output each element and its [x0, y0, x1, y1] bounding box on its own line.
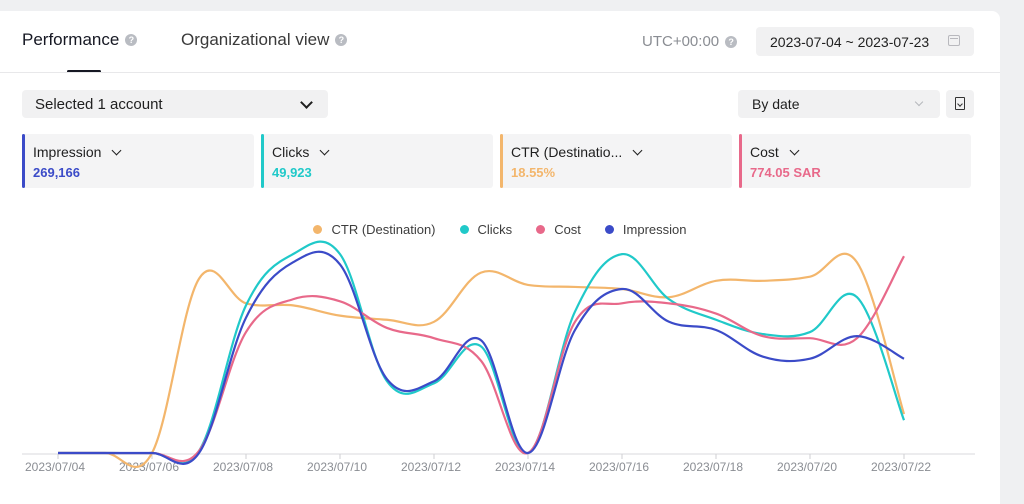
metric-card-ctr[interactable]: CTR (Destinatio... 18.55%	[500, 134, 732, 188]
series-line-clicks	[58, 240, 906, 465]
legend-dot	[536, 225, 546, 234]
download-icon	[955, 97, 965, 110]
metric-card-impression[interactable]: Impression 269,166	[22, 134, 254, 188]
chevron-down-icon[interactable]	[789, 145, 800, 155]
account-select-text: Selected 1 account	[35, 95, 163, 113]
metric-color-bar	[739, 134, 742, 188]
x-tick-label: 2023/07/14	[495, 460, 555, 474]
metric-value: 49,923	[272, 165, 312, 180]
export-button[interactable]	[946, 90, 974, 118]
legend-item-cost[interactable]: Cost	[536, 222, 581, 237]
metric-label: Cost	[750, 144, 779, 160]
tab-performance-label: Performance	[22, 30, 120, 49]
x-tick-label: 2023/07/06	[119, 460, 179, 474]
metric-color-bar	[261, 134, 264, 188]
tab-organizational-view-label: Organizational view	[181, 30, 330, 49]
metric-label: Clicks	[272, 144, 310, 160]
chart-legend: CTR (Destination) Clicks Cost Impression	[0, 222, 1000, 237]
series-line-ctr	[58, 252, 906, 468]
metric-value: 774.05 SAR	[750, 165, 821, 180]
x-tick-label: 2023/07/18	[683, 460, 743, 474]
x-tick-label: 2023/07/08	[213, 460, 273, 474]
chevron-down-icon[interactable]	[319, 145, 330, 155]
x-tick-label: 2023/07/10	[307, 460, 367, 474]
legend-label: CTR (Destination)	[331, 222, 436, 237]
chevron-down-icon	[300, 96, 313, 109]
legend-label: Cost	[554, 222, 581, 237]
x-tick-label: 2023/07/22	[871, 460, 931, 474]
tab-organizational-view[interactable]: Organizational view ?	[181, 30, 348, 50]
metric-color-bar	[500, 134, 503, 188]
metric-card-clicks[interactable]: Clicks 49,923	[261, 134, 493, 188]
help-icon[interactable]: ?	[335, 34, 348, 46]
tab-performance[interactable]: Performance ?	[22, 30, 138, 50]
x-tick-label: 2023/07/12	[401, 460, 461, 474]
legend-item-ctr[interactable]: CTR (Destination)	[313, 222, 436, 237]
metric-label: CTR (Destinatio...	[511, 144, 623, 160]
legend-label: Clicks	[477, 222, 513, 237]
series-line-cost	[58, 255, 905, 463]
chevron-down-icon	[914, 97, 924, 107]
timezone-text: UTC+00:00	[642, 33, 720, 50]
legend-dot	[313, 225, 323, 234]
chevron-down-icon[interactable]	[112, 145, 122, 155]
header-divider	[0, 72, 1000, 73]
date-range-text: 2023-07-04 ~ 2023-07-23	[770, 33, 930, 50]
timezone-label: UTC+00:00 ?	[642, 33, 738, 50]
legend-item-clicks[interactable]: Clicks	[459, 222, 513, 237]
group-by-text: By date	[752, 96, 800, 112]
calendar-icon	[948, 35, 960, 46]
chevron-down-icon[interactable]	[632, 145, 643, 155]
legend-dot	[459, 225, 469, 234]
metric-value: 269,166	[33, 165, 80, 180]
active-tab-indicator	[67, 70, 101, 73]
help-icon[interactable]: ?	[125, 34, 138, 46]
series-line-impression	[58, 250, 905, 465]
date-range-picker[interactable]: 2023-07-04 ~ 2023-07-23	[756, 27, 974, 56]
x-tick-label: 2023/07/04	[25, 460, 85, 474]
group-by-select[interactable]: By date	[738, 90, 940, 118]
metric-label: Impression	[33, 144, 102, 160]
x-tick-label: 2023/07/16	[589, 460, 649, 474]
x-tick-label: 2023/07/20	[777, 460, 837, 474]
performance-line-chart: 2023/07/04 2023/07/06 2023/07/08 2023/07/10…	[22, 240, 975, 474]
legend-item-impression[interactable]: Impression	[604, 222, 687, 237]
account-select[interactable]: Selected 1 account	[22, 90, 328, 118]
metric-card-cost[interactable]: Cost 774.05 SAR	[739, 134, 971, 188]
metric-value: 18.55%	[511, 165, 556, 180]
help-icon[interactable]: ?	[725, 35, 738, 48]
legend-dot	[604, 225, 614, 234]
metric-color-bar	[22, 134, 25, 188]
legend-label: Impression	[622, 222, 687, 237]
